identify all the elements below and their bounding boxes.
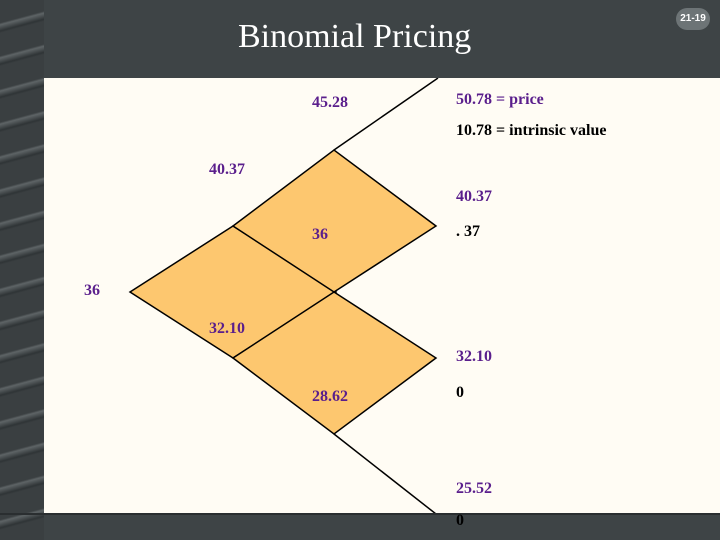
node-0-b: 0: [456, 512, 464, 529]
upper-branch-line: [333, 78, 439, 151]
node-40-37-right: 40.37: [456, 188, 492, 205]
title-band: [44, 0, 720, 78]
node-40-37-left: 40.37: [209, 161, 245, 178]
content-area: 45.28 50.78 = price 10.78 = intrinsic va…: [44, 78, 720, 514]
node-32-10-right: 32.10: [456, 348, 492, 365]
node-0-a: 0: [456, 384, 464, 401]
node-25-52: 25.52: [456, 480, 492, 497]
node-28-62: 28.62: [312, 388, 348, 405]
node-45-28: 45.28: [312, 94, 348, 111]
lower-branch-line: [333, 433, 437, 514]
bottom-diamond: [231, 291, 438, 435]
node-50-78-price: 50.78 = price: [456, 91, 544, 108]
node-32-10-left: 32.10: [209, 320, 245, 337]
slide-number-badge: 21-19: [676, 8, 710, 30]
decorative-left-strip: [0, 0, 44, 540]
node-10-78-intrinsic: 10.78 = intrinsic value: [456, 122, 607, 139]
node-037: . 37: [456, 223, 480, 240]
bottom-rule: [0, 513, 720, 515]
node-36-mid: 36: [312, 226, 328, 243]
slide-title: Binomial Pricing: [238, 18, 472, 55]
node-36-left: 36: [84, 282, 100, 299]
binomial-tree-diagram: [128, 78, 439, 514]
top-diamond: [231, 149, 438, 293]
